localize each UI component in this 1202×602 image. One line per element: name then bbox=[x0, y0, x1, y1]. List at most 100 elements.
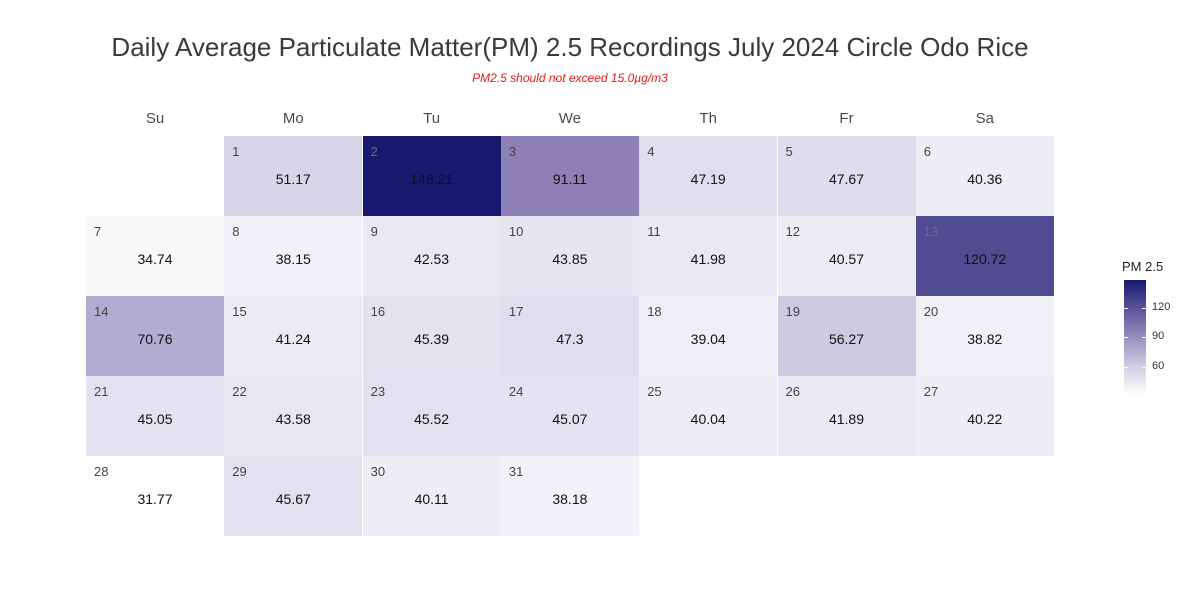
pm25-value-label: 43.85 bbox=[552, 251, 588, 267]
day-cell: 22 43.58 bbox=[224, 376, 363, 456]
day-number: 20 bbox=[923, 304, 939, 319]
day-cell: 30 40.11 bbox=[362, 456, 501, 536]
day-number: 7 bbox=[94, 224, 102, 239]
chart-subtitle: PM2.5 should not exceed 15.0µg/m3 bbox=[472, 71, 668, 85]
pm25-value-label: 45.07 bbox=[552, 411, 588, 427]
day-cell: 26 41.89 bbox=[777, 376, 916, 456]
weekday-header-fr: Fr bbox=[839, 110, 854, 127]
weekday-header-th: Th bbox=[699, 110, 717, 127]
day-number: 1 bbox=[232, 144, 240, 159]
pm25-value-label: 56.27 bbox=[828, 331, 865, 347]
day-number: 30 bbox=[370, 464, 386, 479]
day-number: 10 bbox=[508, 224, 524, 239]
legend-tick-label: 90 bbox=[1152, 330, 1165, 343]
weekday-header-tu: Tu bbox=[423, 110, 441, 127]
day-cell: 12 40.57 bbox=[777, 216, 916, 296]
pm25-value-label: 40.22 bbox=[967, 411, 1003, 427]
day-number: 17 bbox=[508, 304, 524, 319]
weekday-header-mo: Mo bbox=[282, 110, 304, 127]
day-cell: 6 40.36 bbox=[915, 136, 1054, 216]
pm25-value-label: 43.58 bbox=[275, 411, 311, 427]
pm25-value-label: 41.89 bbox=[828, 411, 865, 427]
day-number: 16 bbox=[370, 304, 386, 319]
pm25-value-label: 40.04 bbox=[690, 411, 726, 427]
pm25-value-label: 47.67 bbox=[828, 171, 865, 187]
day-number: 23 bbox=[370, 384, 386, 399]
pm25-value-label: 39.04 bbox=[690, 331, 726, 347]
pm25-value-label: 47.3 bbox=[556, 331, 584, 347]
pm25-value-label: 45.52 bbox=[414, 411, 450, 427]
pm25-value-label: 91.11 bbox=[552, 171, 587, 187]
legend-tick-label: 120 bbox=[1152, 300, 1171, 313]
day-cell: 16 45.39 bbox=[362, 296, 501, 376]
pm25-value-label: 47.19 bbox=[690, 171, 726, 187]
day-cell: 24 45.07 bbox=[500, 376, 639, 456]
day-number: 22 bbox=[232, 384, 247, 399]
pm25-value-label: 40.57 bbox=[828, 251, 865, 267]
day-number: 31 bbox=[508, 464, 524, 479]
pm25-value-label: 41.98 bbox=[690, 251, 726, 267]
day-cell: 18 39.04 bbox=[639, 296, 778, 376]
day-number: 9 bbox=[370, 224, 378, 239]
pm25-value-label: 31.77 bbox=[137, 491, 173, 507]
day-number: 5 bbox=[785, 144, 793, 159]
day-number: 26 bbox=[785, 384, 800, 399]
day-cell: 9 42.53 bbox=[362, 216, 501, 296]
legend-title: PM 2.5 bbox=[1122, 259, 1164, 274]
pm25-value-label: 45.05 bbox=[137, 411, 173, 427]
pm25-value-label: 40.11 bbox=[414, 491, 449, 507]
day-cell: 10 43.85 bbox=[500, 216, 639, 296]
day-number: 11 bbox=[647, 224, 661, 239]
day-number: 28 bbox=[94, 464, 109, 479]
weekday-header-su: Su bbox=[145, 110, 165, 127]
day-number: 4 bbox=[647, 144, 655, 159]
day-cell: 23 45.52 bbox=[362, 376, 501, 456]
day-cell: 21 45.05 bbox=[86, 376, 224, 456]
day-number: 14 bbox=[94, 304, 109, 319]
day-number: 15 bbox=[232, 304, 247, 319]
day-cell: 8 38.15 bbox=[224, 216, 363, 296]
day-cell: 31 38.18 bbox=[500, 456, 639, 536]
day-number: 21 bbox=[94, 384, 109, 399]
day-number: 12 bbox=[785, 224, 800, 239]
day-cell: 4 47.19 bbox=[639, 136, 778, 216]
legend-tick-label: 60 bbox=[1152, 360, 1165, 373]
day-number: 2 bbox=[370, 144, 378, 159]
weekday-header-sa: Sa bbox=[975, 110, 994, 127]
legend-tick-mark bbox=[1142, 307, 1146, 309]
day-cell: 17 47.3 bbox=[500, 296, 639, 376]
day-number: 8 bbox=[232, 224, 240, 239]
day-cell: 3 91.11 bbox=[500, 136, 639, 216]
day-cell: 19 56.27 bbox=[777, 296, 916, 376]
day-cell: 5 47.67 bbox=[777, 136, 916, 216]
day-cell: 27 40.22 bbox=[915, 376, 1054, 456]
day-number: 18 bbox=[647, 304, 662, 319]
pm25-value-label: 38.15 bbox=[275, 251, 311, 267]
day-cell: 15 41.24 bbox=[224, 296, 363, 376]
day-cell: 7 34.74 bbox=[86, 216, 224, 296]
day-number: 19 bbox=[785, 304, 800, 319]
legend-color-bar bbox=[1124, 280, 1146, 395]
pm25-value-label: 42.53 bbox=[414, 251, 450, 267]
day-cell: 14 70.76 bbox=[86, 296, 224, 376]
day-cell: 11 41.98 bbox=[639, 216, 778, 296]
day-number: 24 bbox=[508, 384, 524, 399]
pm25-value-label: 34.74 bbox=[137, 251, 173, 267]
day-cell: 25 40.04 bbox=[639, 376, 778, 456]
pm25-value-label: 51.17 bbox=[275, 171, 311, 187]
pm25-value-label: 148.21 bbox=[410, 171, 453, 187]
day-number: 13 bbox=[923, 224, 939, 239]
day-cell: 1 51.17 bbox=[224, 136, 363, 216]
pm25-value-label: 45.39 bbox=[414, 331, 450, 347]
legend-tick-mark bbox=[1142, 367, 1146, 369]
day-cell: 2 148.21 bbox=[362, 136, 501, 216]
day-cell: 13 120.72 bbox=[915, 216, 1054, 296]
day-cell: 28 31.77 bbox=[86, 456, 224, 536]
pm25-value-label: 38.18 bbox=[552, 491, 588, 507]
day-number: 29 bbox=[232, 464, 247, 479]
day-number: 27 bbox=[923, 384, 939, 399]
pm25-value-label: 38.82 bbox=[967, 331, 1003, 347]
day-number: 25 bbox=[647, 384, 662, 399]
pm25-value-label: 40.36 bbox=[967, 171, 1003, 187]
weekday-header-we: We bbox=[558, 110, 581, 127]
